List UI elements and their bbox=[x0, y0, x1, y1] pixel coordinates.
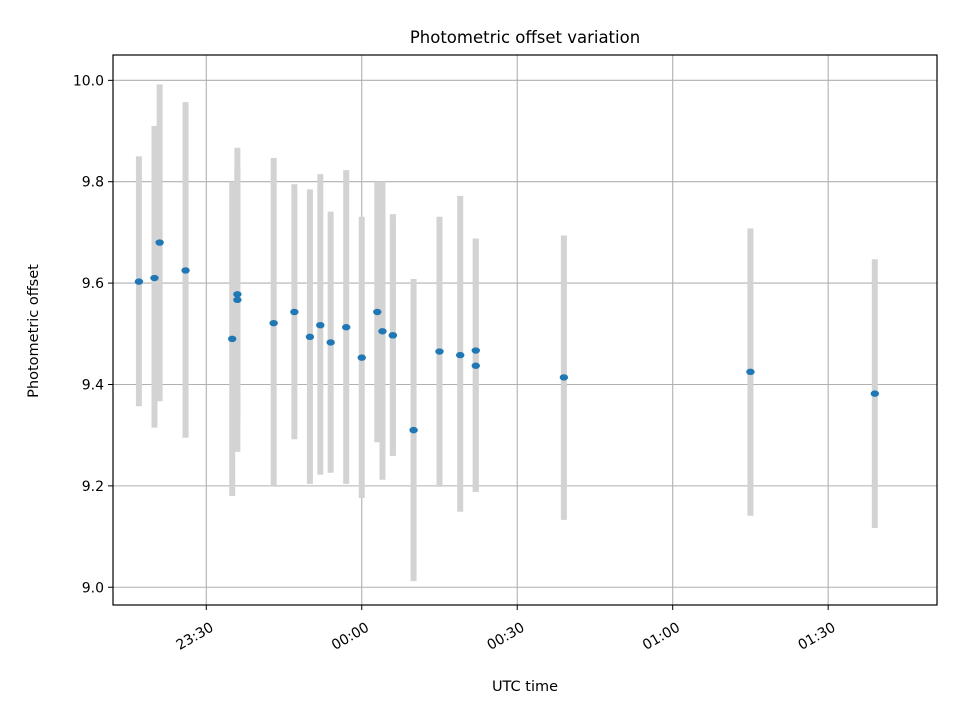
data-point bbox=[746, 368, 755, 376]
y-tick-label: 9.8 bbox=[82, 175, 104, 191]
data-point bbox=[471, 347, 480, 354]
data-point bbox=[305, 333, 315, 341]
data-point bbox=[155, 239, 164, 246]
y-tick-label: 9.4 bbox=[82, 377, 104, 393]
data-point bbox=[290, 308, 299, 316]
data-point bbox=[409, 426, 418, 434]
data-point bbox=[181, 267, 190, 274]
y-tick-label: 9.6 bbox=[82, 276, 104, 292]
y-axis-ticks: 9.0 9.2 9.4 9.6 9.8 10.0 bbox=[73, 73, 113, 596]
chart-title: Photometric offset variation bbox=[410, 28, 640, 47]
data-point bbox=[388, 332, 398, 339]
data-point bbox=[233, 296, 242, 304]
data-point bbox=[471, 362, 480, 369]
data-point bbox=[456, 351, 465, 359]
data-point bbox=[435, 348, 444, 355]
y-tick-label: 10.0 bbox=[73, 73, 104, 89]
data-point bbox=[227, 335, 237, 343]
data-point bbox=[269, 319, 278, 327]
y-axis-label: Photometric offset bbox=[26, 264, 42, 398]
grid-lines bbox=[113, 55, 937, 605]
y-tick-label: 9.2 bbox=[82, 479, 104, 495]
data-point bbox=[342, 324, 351, 331]
data-points bbox=[134, 239, 880, 434]
data-point bbox=[326, 339, 335, 346]
data-point bbox=[134, 278, 144, 285]
data-point bbox=[378, 328, 387, 335]
data-point bbox=[870, 390, 880, 397]
data-point bbox=[373, 308, 382, 316]
x-axis-label: UTC time bbox=[492, 679, 558, 695]
data-point bbox=[559, 374, 569, 381]
data-point bbox=[316, 321, 325, 329]
plot-frame bbox=[112, 54, 938, 606]
data-point bbox=[150, 274, 159, 282]
data-point bbox=[233, 291, 242, 298]
data-point bbox=[357, 354, 366, 361]
y-tick-label: 9.0 bbox=[82, 580, 104, 596]
